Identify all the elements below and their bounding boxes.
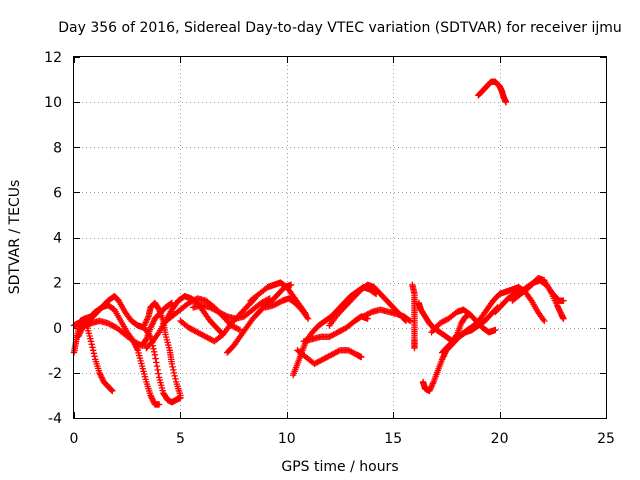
data-point	[151, 351, 159, 359]
series-arc-22	[438, 283, 548, 356]
data-point	[155, 401, 163, 408]
x-tick-label: 10	[278, 431, 296, 447]
x-tick-label: 20	[491, 431, 509, 447]
y-tick-label: 6	[53, 185, 62, 201]
y-tick-label: 2	[53, 276, 62, 292]
data-point	[170, 366, 177, 374]
y-tick-label: 0	[53, 321, 62, 337]
data-point	[304, 315, 312, 322]
series-arc-12	[262, 295, 312, 322]
y-tick-label: -4	[48, 411, 62, 427]
data-point	[169, 363, 176, 371]
data-point	[150, 345, 157, 353]
plot-frame	[73, 56, 607, 419]
data-point	[560, 297, 567, 304]
data-point	[154, 366, 161, 374]
data-point	[218, 332, 225, 339]
data-point	[177, 392, 184, 399]
data-point	[287, 281, 295, 289]
x-axis-label: GPS time / hours	[281, 459, 398, 475]
series-arc-4	[81, 299, 176, 349]
series-arc-24	[509, 274, 567, 322]
data-point	[367, 309, 374, 316]
data-point	[335, 347, 342, 355]
x-tick-label: 5	[176, 431, 185, 447]
data-point	[172, 375, 179, 383]
data-point	[155, 370, 162, 377]
x-tick-label: 25	[597, 431, 615, 447]
data-point	[91, 353, 98, 360]
data-point	[358, 353, 365, 361]
data-point	[407, 317, 414, 325]
data-point	[152, 355, 159, 362]
data-point	[89, 347, 97, 354]
data-point	[222, 312, 229, 319]
series-arc-21	[428, 306, 499, 336]
series-arc-25	[475, 78, 510, 106]
y-axis-label: SDTVAR / TECUs	[7, 180, 23, 295]
series-arc-18	[409, 281, 418, 352]
data-point	[153, 359, 160, 366]
data-point	[88, 341, 95, 348]
data-point	[89, 344, 96, 351]
data-point	[560, 315, 567, 322]
y-tick-label: -2	[48, 366, 62, 382]
series-arc-20	[419, 304, 501, 395]
x-tick-label: 0	[70, 431, 79, 447]
axis-ticks	[74, 57, 607, 419]
data-point	[155, 305, 162, 312]
series-arc-14	[294, 347, 365, 368]
grid-lines	[74, 57, 606, 418]
data-point	[170, 369, 178, 377]
data-point	[87, 338, 95, 345]
data-point	[90, 350, 98, 357]
x-tick-labels: 0 5 10 15 20 25	[70, 431, 615, 447]
data-point	[492, 326, 499, 334]
series-arc-17	[360, 306, 414, 325]
data-point	[150, 348, 158, 356]
y-tick-labels: -4 -2 0 2 4 6 8 10 12	[44, 50, 62, 427]
series-arc-15	[300, 313, 371, 345]
data-point	[153, 362, 161, 370]
y-tick-label: 10	[44, 95, 62, 111]
data-points	[70, 78, 567, 408]
y-tick-label: 4	[53, 231, 62, 247]
data-point	[411, 344, 418, 352]
y-tick-label: 8	[53, 140, 62, 156]
y-tick-label: 12	[44, 50, 62, 66]
data-point	[541, 317, 548, 325]
chart-title: Day 356 of 2016, Sidereal Day-to-day VTE…	[58, 20, 622, 36]
data-point	[168, 360, 176, 368]
data-point	[109, 387, 116, 395]
data-point	[142, 336, 149, 344]
data-point	[235, 326, 242, 333]
data-point	[108, 386, 115, 394]
x-tick-label: 15	[384, 431, 402, 447]
data-point	[502, 98, 510, 106]
data-point	[171, 372, 178, 380]
